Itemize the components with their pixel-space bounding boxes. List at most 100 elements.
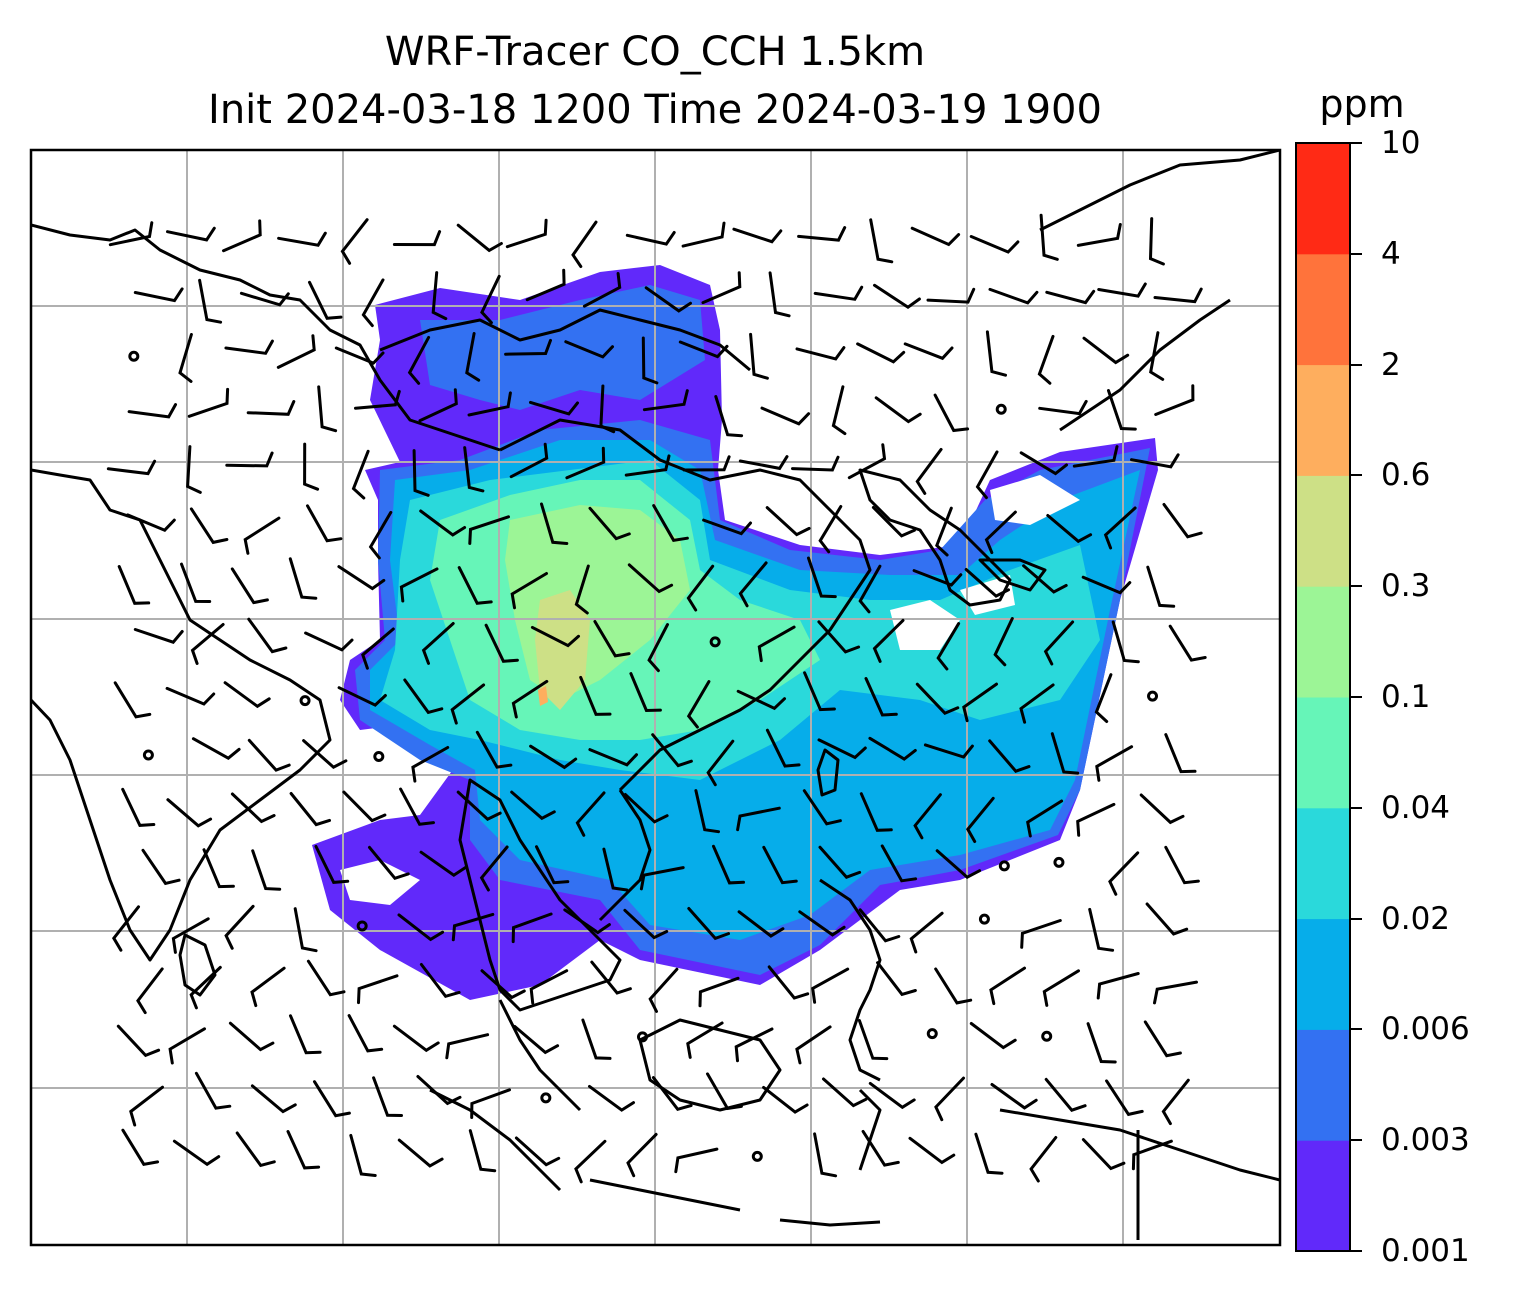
wind-barb <box>276 334 316 369</box>
wind-barb <box>368 510 393 560</box>
calm-wind-marker <box>995 403 1007 415</box>
wind-barb <box>133 628 184 644</box>
wind-barb <box>985 330 1007 377</box>
wind-barb <box>936 622 961 671</box>
calm-wind-marker <box>373 750 385 762</box>
wind-barb <box>511 912 553 944</box>
map-title-line2: Init 2024-03-18 1200 Time 2024-03-19 190… <box>208 87 1102 133</box>
wind-barb <box>136 967 164 1015</box>
wind-barb <box>121 787 156 827</box>
wind-barb <box>399 787 435 826</box>
coastline-taiwan <box>816 748 840 797</box>
wind-barb <box>859 792 893 832</box>
wind-barbs <box>106 213 1207 1184</box>
wind-barb <box>974 1132 1004 1175</box>
wind-barb <box>868 736 917 761</box>
wind-barb <box>372 1076 403 1117</box>
wind-barb <box>582 272 622 308</box>
wind-barb <box>1082 336 1130 365</box>
colorbar-tick <box>1350 917 1362 920</box>
wind-barb <box>818 505 843 554</box>
wind-barb <box>732 227 783 244</box>
wind-barb <box>456 790 502 821</box>
wind-barb <box>529 969 569 1005</box>
wind-barb <box>626 1132 658 1178</box>
wind-barb <box>965 796 995 843</box>
wind-barb <box>354 389 401 410</box>
colorbar-tick-label: 4 <box>1381 235 1401 272</box>
wind-barb <box>418 388 458 423</box>
wind-barb <box>934 967 973 1005</box>
wind-barb <box>304 631 354 652</box>
wind-barb <box>712 844 745 885</box>
wind-barb <box>166 226 216 242</box>
wind-barb <box>623 908 669 940</box>
wind-barb <box>509 442 549 479</box>
wind-barb <box>1146 565 1176 608</box>
wind-barb <box>1045 289 1096 305</box>
wind-barb <box>593 620 631 658</box>
wind-barb <box>357 974 399 1005</box>
colorbar-tick-label: 10 <box>1381 125 1421 161</box>
wind-barb <box>768 271 791 318</box>
wind-barb <box>510 790 556 821</box>
wind-barb <box>347 1014 384 1053</box>
wind-barb <box>686 564 715 612</box>
wind-barb <box>873 283 921 310</box>
wind-barb <box>701 271 742 305</box>
wind-barb <box>641 336 659 385</box>
wind-barb <box>251 849 282 891</box>
border-mongolia <box>379 308 751 372</box>
wind-barb <box>984 510 1017 555</box>
wind-barb <box>923 743 974 759</box>
calm-wind-marker <box>540 1092 552 1104</box>
wind-barb <box>762 845 798 885</box>
wind-barb <box>714 395 744 438</box>
wind-barb <box>403 678 444 715</box>
wind-barb <box>540 502 569 545</box>
wind-barb <box>351 449 370 500</box>
wind-barb <box>1168 624 1207 662</box>
wind-barb <box>470 1088 511 1119</box>
wind-barb <box>876 961 917 997</box>
wind-barb <box>511 679 549 719</box>
calm-wind-marker <box>926 1028 938 1040</box>
wind-barb <box>116 1024 161 1058</box>
wind-barb <box>926 287 976 304</box>
wind-barb <box>579 675 612 716</box>
wind-barb <box>186 445 202 494</box>
colorbar-segment <box>1296 697 1350 809</box>
wind-barb <box>247 617 288 654</box>
wind-barb <box>565 446 606 480</box>
colorbar-tick-label: 0.1 <box>1381 679 1431 715</box>
wind-barb <box>302 739 348 770</box>
wind-barb <box>858 564 882 614</box>
wind-barb <box>868 1081 916 1110</box>
wind-barb <box>484 623 519 663</box>
wind-barb <box>1026 799 1064 838</box>
calm-wind-marker <box>128 350 140 362</box>
wind-barb <box>1139 793 1185 825</box>
wind-barb <box>361 278 385 328</box>
wind-barb <box>706 1072 743 1111</box>
wind-barb <box>349 1133 377 1177</box>
calm-wind-marker <box>142 749 154 761</box>
wind-barb <box>313 1080 351 1118</box>
colorbar-tick-label: 0.3 <box>1381 568 1431 605</box>
wind-barb <box>1029 1136 1058 1183</box>
wind-barb <box>678 340 729 359</box>
wind-barb <box>480 274 501 325</box>
wind-barb <box>397 1138 444 1168</box>
wind-barb <box>187 387 230 418</box>
colorbar-tick <box>1350 142 1362 144</box>
wind-barb <box>1076 223 1122 247</box>
wind-barb <box>189 507 229 545</box>
wind-barb <box>869 218 894 264</box>
wind-barb <box>289 1014 322 1055</box>
colorbar-tick <box>1350 363 1362 366</box>
wind-barb <box>127 403 177 419</box>
wind-barb <box>686 680 711 729</box>
wind-barb <box>1081 1138 1126 1171</box>
wind-barb <box>419 850 467 878</box>
